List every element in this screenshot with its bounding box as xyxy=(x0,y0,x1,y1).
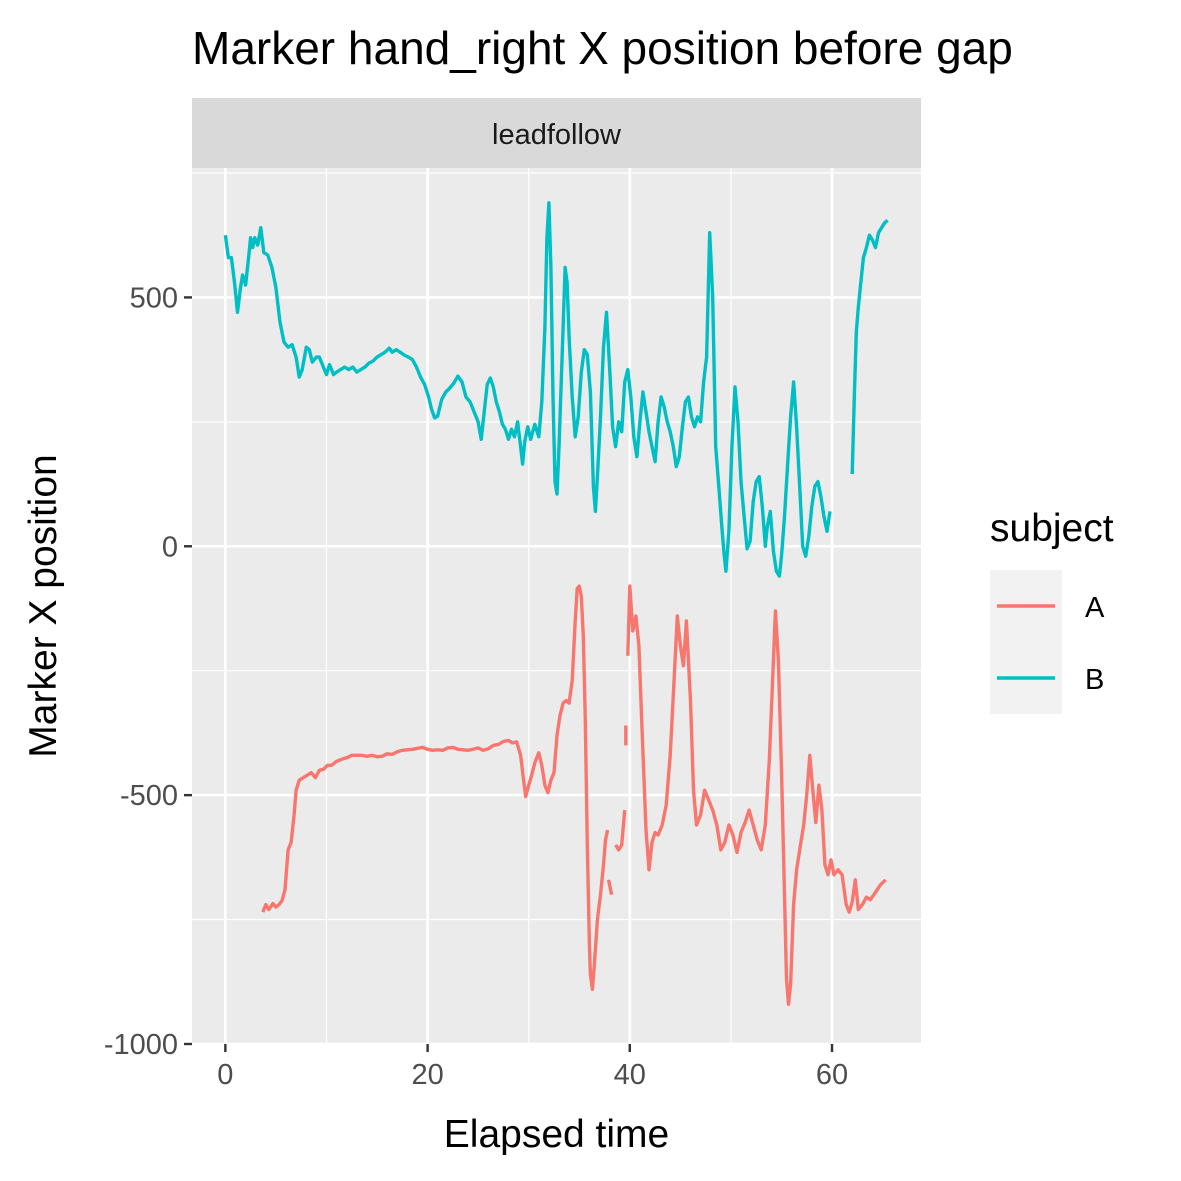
series-line-A xyxy=(606,879,614,896)
legend-label-A: A xyxy=(1085,592,1105,624)
legend-title: subject xyxy=(990,507,1114,550)
x-tick-label: 60 xyxy=(816,1059,848,1091)
chart-title: Marker hand_right X position before gap xyxy=(192,22,1013,74)
series-line-A xyxy=(626,584,887,1006)
legend: subject A B xyxy=(990,507,1114,714)
plot-panel xyxy=(192,168,921,1044)
facet-strip-label: leadfollow xyxy=(492,119,622,151)
y-tick-label: -500 xyxy=(120,780,178,812)
axes: 0 20 40 60 -1000 -500 0 500 xyxy=(104,282,848,1091)
facet-strip xyxy=(192,98,921,168)
y-tick-label: 500 xyxy=(130,282,178,314)
x-tick-label: 20 xyxy=(411,1059,443,1091)
series-line-B xyxy=(223,201,832,578)
series-layer xyxy=(223,201,889,1006)
y-tick-label: 0 xyxy=(162,531,178,563)
series-line-A xyxy=(614,809,627,852)
series-line-B xyxy=(850,218,889,475)
x-axis-title: Elapsed time xyxy=(444,1113,669,1156)
y-tick-label: -1000 xyxy=(104,1029,178,1061)
series-line-A xyxy=(261,584,610,991)
legend-label-B: B xyxy=(1085,664,1104,696)
y-axis-title: Marker X position xyxy=(22,454,65,757)
x-tick-label: 40 xyxy=(614,1059,646,1091)
x-tick-label: 0 xyxy=(217,1059,233,1091)
legend-keys-background xyxy=(990,570,1062,714)
